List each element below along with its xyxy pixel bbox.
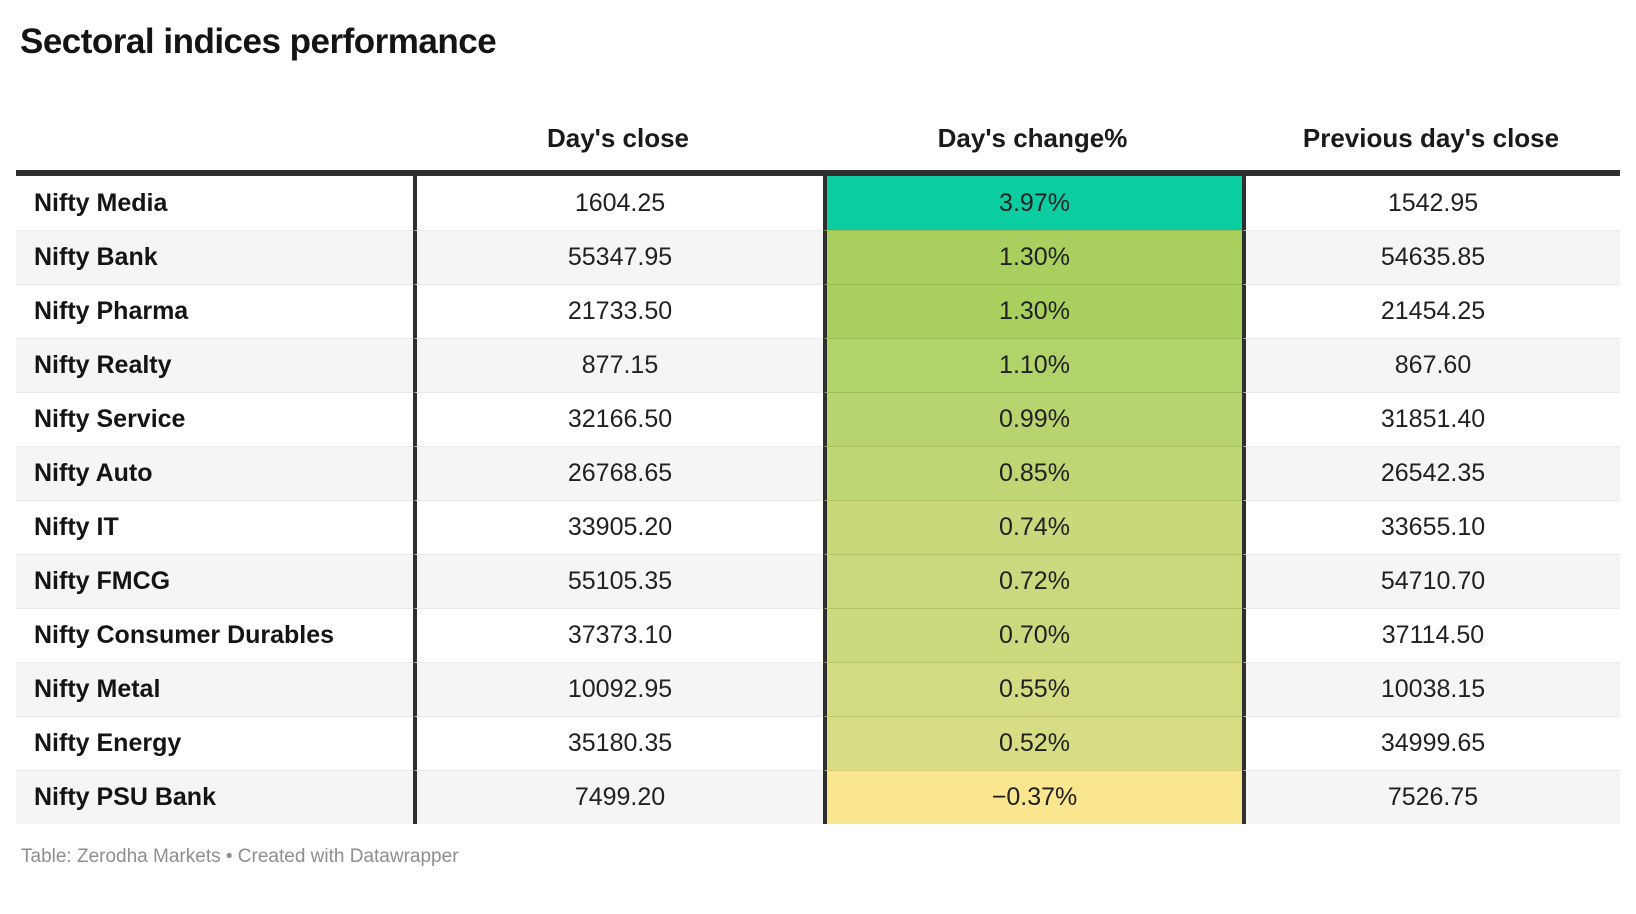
previous-close-value: 7526.75 xyxy=(1242,770,1620,824)
row-label: Nifty Bank xyxy=(16,230,413,284)
table-row-nifty-energy: Nifty Energy 35180.35 0.52% 34999.65 xyxy=(16,716,1620,770)
row-label: Nifty Media xyxy=(34,188,168,217)
days-change-value: 0.99% xyxy=(823,392,1242,446)
previous-close-value: 37114.50 xyxy=(1242,608,1620,662)
previous-close-value: 31851.40 xyxy=(1242,392,1620,446)
days-change-value: 0.72% xyxy=(823,554,1242,608)
table-row-nifty-psu-bank: Nifty PSU Bank 7499.20 −0.37% 7526.75 xyxy=(16,770,1620,824)
header-previous-close: Previous day's close xyxy=(1302,123,1560,153)
table-row-nifty-media: Nifty Media 1604.25 3.97% 1542.95 xyxy=(16,176,1620,230)
days-close-value: 33905.20 xyxy=(413,500,823,554)
days-close-value: 10092.95 xyxy=(413,662,823,716)
previous-close-value: 34999.65 xyxy=(1242,716,1620,770)
previous-close-value: 21454.25 xyxy=(1242,284,1620,338)
days-change-value: −0.37% xyxy=(823,770,1242,824)
attribution-footer: Table: Zerodha Markets • Created with Da… xyxy=(21,846,459,867)
days-change-value: 1.30% xyxy=(823,284,1242,338)
days-change-value: 0.85% xyxy=(823,446,1242,500)
previous-close-value: 10038.15 xyxy=(1242,662,1620,716)
days-change-value: 0.52% xyxy=(823,716,1242,770)
days-close-value: 35180.35 xyxy=(413,716,823,770)
table-row-nifty-consumer-durables: Nifty Consumer Durables 37373.10 0.70% 3… xyxy=(16,608,1620,662)
table-header-row: Day's close Day's change% Previous day's… xyxy=(16,62,1620,170)
row-label: Nifty Metal xyxy=(16,662,413,716)
table-row-nifty-auto: Nifty Auto 26768.65 0.85% 26542.35 xyxy=(16,446,1620,500)
table-row-nifty-service: Nifty Service 32166.50 0.99% 31851.40 xyxy=(16,392,1620,446)
row-label: Nifty Energy xyxy=(16,716,413,770)
table-row-nifty-bank: Nifty Bank 55347.95 1.30% 54635.85 xyxy=(16,230,1620,284)
row-label: Nifty Auto xyxy=(16,446,413,500)
days-change-value: 0.70% xyxy=(823,608,1242,662)
days-close-value: 37373.10 xyxy=(413,608,823,662)
row-label: Nifty FMCG xyxy=(16,554,413,608)
days-close-value: 55105.35 xyxy=(413,554,823,608)
previous-close-value: 54635.85 xyxy=(1242,230,1620,284)
days-change-value: 0.74% xyxy=(823,500,1242,554)
table-row-nifty-pharma: Nifty Pharma 21733.50 1.30% 21454.25 xyxy=(16,284,1620,338)
page-title: Sectoral indices performance xyxy=(20,22,497,61)
table-row-nifty-it: Nifty IT 33905.20 0.74% 33655.10 xyxy=(16,500,1620,554)
header-days-change: Day's change% xyxy=(937,123,1128,153)
page: Sectoral indices performance Day's close… xyxy=(16,22,1620,867)
days-close-value: 21733.50 xyxy=(413,284,823,338)
days-close-value: 32166.50 xyxy=(413,392,823,446)
header-spacer xyxy=(16,154,413,170)
days-close-value: 55347.95 xyxy=(413,230,823,284)
row-label: Nifty Realty xyxy=(16,338,413,392)
row-label: Nifty Consumer Durables xyxy=(16,608,413,662)
days-close-value: 1604.25 xyxy=(413,176,823,230)
row-label: Nifty Pharma xyxy=(16,284,413,338)
days-change-value: 1.30% xyxy=(823,230,1242,284)
row-label: Nifty IT xyxy=(16,500,413,554)
previous-close-value: 26542.35 xyxy=(1242,446,1620,500)
row-label: Nifty PSU Bank xyxy=(16,770,413,824)
days-close-value: 26768.65 xyxy=(413,446,823,500)
row-label: Nifty Service xyxy=(16,392,413,446)
table-row-nifty-metal: Nifty Metal 10092.95 0.55% 10038.15 xyxy=(16,662,1620,716)
days-change-value: 0.55% xyxy=(823,662,1242,716)
table-row-nifty-realty: Nifty Realty 877.15 1.10% 867.60 xyxy=(16,338,1620,392)
previous-close-value: 33655.10 xyxy=(1242,500,1620,554)
days-change-value: 1.10% xyxy=(823,338,1242,392)
days-close-value: 877.15 xyxy=(413,338,823,392)
header-days-close: Day's close xyxy=(546,123,690,153)
table-body: Nifty Media 1604.25 3.97% 1542.95 Nifty … xyxy=(16,170,1620,824)
previous-close-value: 54710.70 xyxy=(1242,554,1620,608)
table-row-nifty-fmcg: Nifty FMCG 55105.35 0.72% 54710.70 xyxy=(16,554,1620,608)
days-close-value: 7499.20 xyxy=(413,770,823,824)
previous-close-value: 1542.95 xyxy=(1242,176,1620,230)
previous-close-value: 867.60 xyxy=(1242,338,1620,392)
days-change-value: 3.97% xyxy=(823,176,1242,230)
